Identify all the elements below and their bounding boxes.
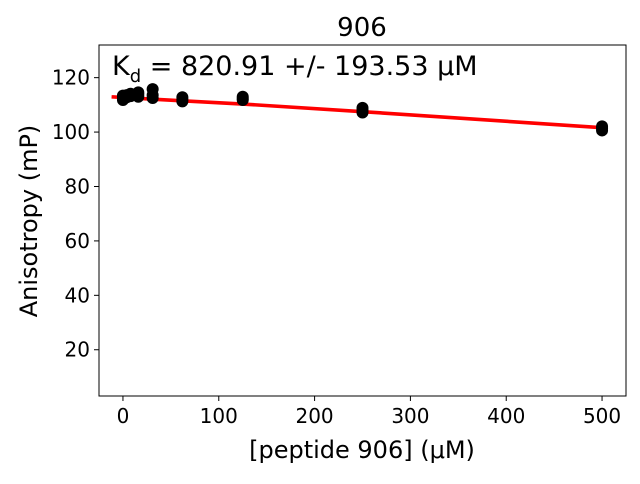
y-axis-label: Anisotropy (mP) [15, 125, 43, 318]
x-tick-label: 400 [487, 404, 525, 428]
plot-area [98, 44, 627, 397]
x-tick-label: 100 [200, 404, 238, 428]
kd-prefix: K [112, 51, 131, 82]
kd-subscript: d [130, 66, 141, 87]
x-tick-label: 200 [295, 404, 333, 428]
x-tick-label: 0 [117, 404, 130, 428]
y-tick-label: 40 [65, 283, 90, 307]
data-point [356, 104, 369, 117]
data-point [596, 122, 609, 135]
y-axis: 20 40 60 80 100 120 [52, 66, 99, 362]
data-point [176, 93, 189, 106]
kd-value: = 820.91 +/- 193.53 μM [141, 51, 477, 82]
kd-annotation: Kd = 820.91 +/- 193.53 μM [112, 51, 478, 87]
data-point [146, 89, 159, 102]
data-point [132, 88, 145, 101]
data-point [236, 92, 249, 105]
plot-frame [98, 44, 627, 397]
y-tick-label: 100 [52, 120, 90, 144]
y-tick-label: 80 [65, 174, 90, 198]
y-tick-label: 60 [65, 229, 90, 253]
x-axis-label: [peptide 906] (μM) [249, 436, 475, 464]
x-tick-label: 500 [583, 404, 621, 428]
y-tick-label: 20 [65, 338, 90, 362]
x-axis: 0 100 200 300 400 500 [117, 396, 621, 428]
x-tick-label: 300 [391, 404, 429, 428]
plot-content [111, 83, 609, 137]
chart-title: 906 [337, 13, 387, 43]
y-tick-label: 120 [52, 66, 90, 90]
